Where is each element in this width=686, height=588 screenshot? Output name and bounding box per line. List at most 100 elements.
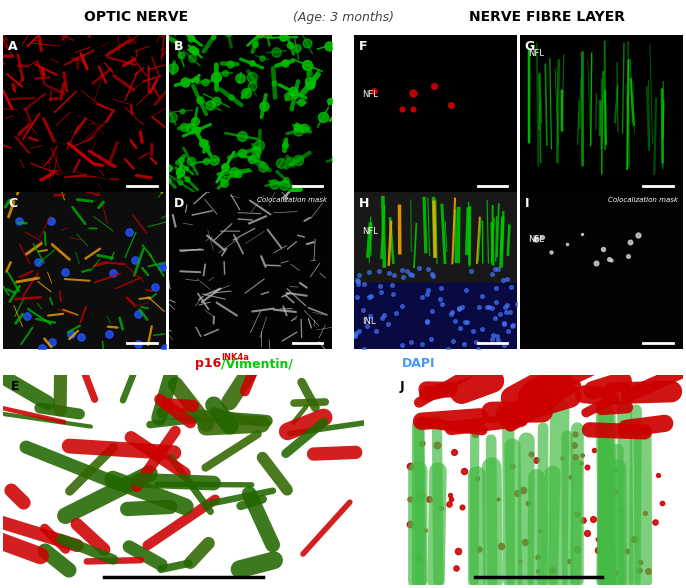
Point bbox=[285, 41, 296, 50]
Point bbox=[271, 47, 282, 56]
Point bbox=[632, 230, 643, 239]
Point bbox=[498, 275, 509, 285]
Point bbox=[545, 248, 556, 257]
Point bbox=[490, 264, 501, 273]
Point bbox=[279, 59, 290, 68]
Text: NFL: NFL bbox=[528, 235, 543, 244]
Point bbox=[416, 438, 427, 447]
Point bbox=[413, 554, 424, 563]
Point bbox=[364, 311, 375, 320]
Point bbox=[556, 453, 567, 463]
Point bbox=[279, 181, 289, 190]
Text: /Vimentin/: /Vimentin/ bbox=[221, 357, 293, 370]
Point bbox=[446, 495, 457, 504]
Point bbox=[505, 308, 516, 317]
Point bbox=[472, 473, 483, 482]
Point bbox=[508, 320, 519, 329]
Point bbox=[281, 175, 292, 185]
Point bbox=[469, 430, 480, 439]
Text: A: A bbox=[8, 39, 18, 53]
Point bbox=[353, 276, 364, 285]
Point bbox=[397, 340, 407, 349]
Point bbox=[581, 528, 592, 537]
Point bbox=[437, 299, 448, 309]
Point bbox=[349, 332, 360, 341]
Point bbox=[291, 44, 302, 53]
Point bbox=[459, 318, 470, 327]
Point bbox=[600, 507, 611, 516]
Point bbox=[488, 330, 499, 340]
Point bbox=[577, 450, 588, 460]
Point bbox=[461, 286, 472, 295]
Point bbox=[642, 567, 653, 576]
Point bbox=[405, 270, 416, 279]
Text: NERVE FIBRE LAYER: NERVE FIBRE LAYER bbox=[469, 11, 625, 24]
Point bbox=[602, 485, 613, 494]
Point bbox=[283, 91, 294, 101]
Point bbox=[447, 308, 458, 317]
Point bbox=[530, 455, 541, 465]
Point bbox=[401, 266, 412, 276]
Point bbox=[628, 534, 639, 544]
Point bbox=[353, 270, 364, 279]
Point bbox=[445, 310, 456, 319]
Point bbox=[449, 447, 460, 456]
Point bbox=[211, 72, 222, 82]
Point bbox=[436, 503, 447, 513]
Point bbox=[290, 186, 301, 195]
Point bbox=[220, 68, 230, 78]
Point bbox=[159, 343, 170, 353]
Point bbox=[348, 330, 359, 339]
Point bbox=[518, 485, 529, 495]
Text: D: D bbox=[174, 197, 185, 210]
Point bbox=[421, 318, 432, 327]
Point bbox=[351, 328, 362, 338]
Point bbox=[591, 259, 602, 268]
Point bbox=[292, 156, 303, 165]
Point bbox=[287, 86, 298, 96]
Point bbox=[224, 59, 235, 69]
Point bbox=[377, 313, 388, 322]
Point bbox=[257, 53, 268, 62]
Point bbox=[422, 285, 433, 295]
Point bbox=[215, 172, 226, 182]
Point bbox=[652, 470, 663, 480]
Point bbox=[301, 38, 312, 48]
Point bbox=[176, 106, 187, 116]
Text: J: J bbox=[400, 380, 405, 393]
Point bbox=[493, 335, 504, 345]
Point bbox=[405, 462, 416, 471]
Text: C: C bbox=[8, 197, 17, 210]
Point bbox=[358, 280, 369, 289]
Text: NFL: NFL bbox=[362, 227, 378, 236]
Point bbox=[434, 295, 445, 304]
Point bbox=[615, 505, 626, 514]
Point bbox=[289, 91, 300, 100]
Point bbox=[211, 96, 222, 105]
Point bbox=[495, 309, 506, 319]
Point bbox=[486, 335, 497, 344]
Point bbox=[413, 264, 424, 273]
Point bbox=[534, 526, 545, 536]
Point bbox=[483, 302, 494, 312]
Point bbox=[191, 125, 202, 135]
Point bbox=[507, 322, 518, 331]
Text: OPTIC NERVE: OPTIC NERVE bbox=[84, 11, 188, 24]
Point bbox=[578, 516, 589, 525]
Point bbox=[163, 175, 174, 185]
Point bbox=[330, 154, 341, 163]
Text: NFL: NFL bbox=[362, 90, 378, 99]
Point bbox=[368, 86, 379, 95]
Point bbox=[198, 138, 209, 148]
Point bbox=[486, 270, 497, 279]
Point bbox=[351, 292, 362, 301]
Point bbox=[186, 33, 197, 42]
Point bbox=[470, 338, 481, 347]
Point bbox=[473, 544, 484, 554]
Point bbox=[353, 327, 364, 336]
Point bbox=[635, 558, 646, 567]
Point bbox=[373, 266, 384, 276]
Point bbox=[499, 318, 510, 328]
Point bbox=[405, 338, 416, 347]
Point bbox=[547, 565, 558, 574]
